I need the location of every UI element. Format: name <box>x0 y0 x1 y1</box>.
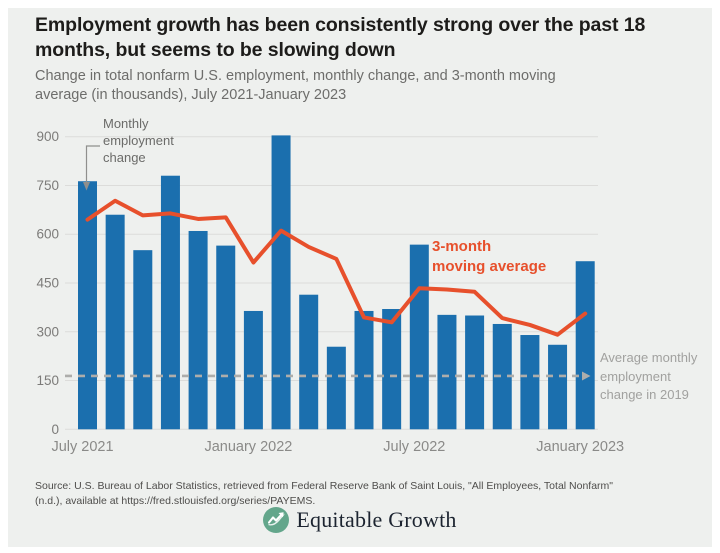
source-line-2: (n.d.), available at https://fred.stloui… <box>35 494 316 507</box>
bar-monthly-change <box>492 323 512 430</box>
y-axis-tick-label: 750 <box>36 178 59 193</box>
bar-monthly-change <box>243 310 263 430</box>
y-axis-tick-label: 150 <box>36 373 59 388</box>
bar-monthly-change <box>188 230 208 430</box>
title-line-1: Employment growth has been consistently … <box>35 14 646 36</box>
baseline-2019-annotation: Average monthly employment change in 201… <box>600 350 698 402</box>
bar-monthly-change <box>354 310 374 430</box>
x-axis-tick-label: January 2023 <box>536 439 624 455</box>
bar-monthly-change <box>520 335 540 430</box>
source-line-1: Source: U.S. Bureau of Labor Statistics,… <box>35 480 614 492</box>
y-axis-tick-label: 450 <box>36 276 59 291</box>
title-line-2: months, but seems to be slowing down <box>35 39 396 61</box>
bar-monthly-change <box>548 344 568 430</box>
bar-monthly-change <box>160 175 180 430</box>
y-axis-tick-label: 600 <box>36 227 59 242</box>
bar-monthly-change <box>575 261 595 430</box>
subtitle-line-1: Change in total nonfarm U.S. employment,… <box>35 68 556 84</box>
equitable-growth-logo: Equitable Growth <box>0 507 720 533</box>
x-axis-tick-label: July 2021 <box>51 439 113 455</box>
y-axis-tick-label: 300 <box>36 324 59 339</box>
logo-wordmark: Equitable Growth <box>296 507 457 532</box>
moving-average-annotation: 3-month moving average <box>432 238 547 275</box>
moving-average-line <box>85 198 588 337</box>
x-axis-tick-label: July 2022 <box>383 439 445 455</box>
bar-monthly-change <box>382 309 402 430</box>
y-axis-tick-label: 0 <box>51 422 59 437</box>
annotation-connector <box>85 145 100 183</box>
page-title: Employment growth has been consistently … <box>35 13 707 63</box>
y-axis-tick-label: 900 <box>36 129 59 144</box>
bar-monthly-change <box>299 294 319 430</box>
annotation-arrowhead <box>83 182 90 191</box>
bar-monthly-change <box>437 314 457 430</box>
bar-monthly-change <box>133 250 153 430</box>
bar-monthly-change <box>105 214 125 430</box>
bar-series-annotation: Monthly employment change <box>103 116 174 165</box>
bar-monthly-change <box>465 315 485 430</box>
bar-monthly-change <box>78 181 97 430</box>
x-axis-tick-label: January 2022 <box>204 439 292 455</box>
bar-monthly-change <box>409 244 429 430</box>
bar-monthly-change <box>326 346 346 430</box>
bar-monthly-change <box>216 245 236 430</box>
subtitle-line-2: average (in thousands), July 2021-Januar… <box>35 87 347 103</box>
page-subtitle: Change in total nonfarm U.S. employment,… <box>35 67 675 105</box>
source-note: Source: U.S. Bureau of Labor Statistics,… <box>35 479 695 508</box>
bar-monthly-change <box>271 135 291 430</box>
trend-arrow-icon <box>263 507 290 533</box>
baseline-arrowhead <box>582 371 591 381</box>
